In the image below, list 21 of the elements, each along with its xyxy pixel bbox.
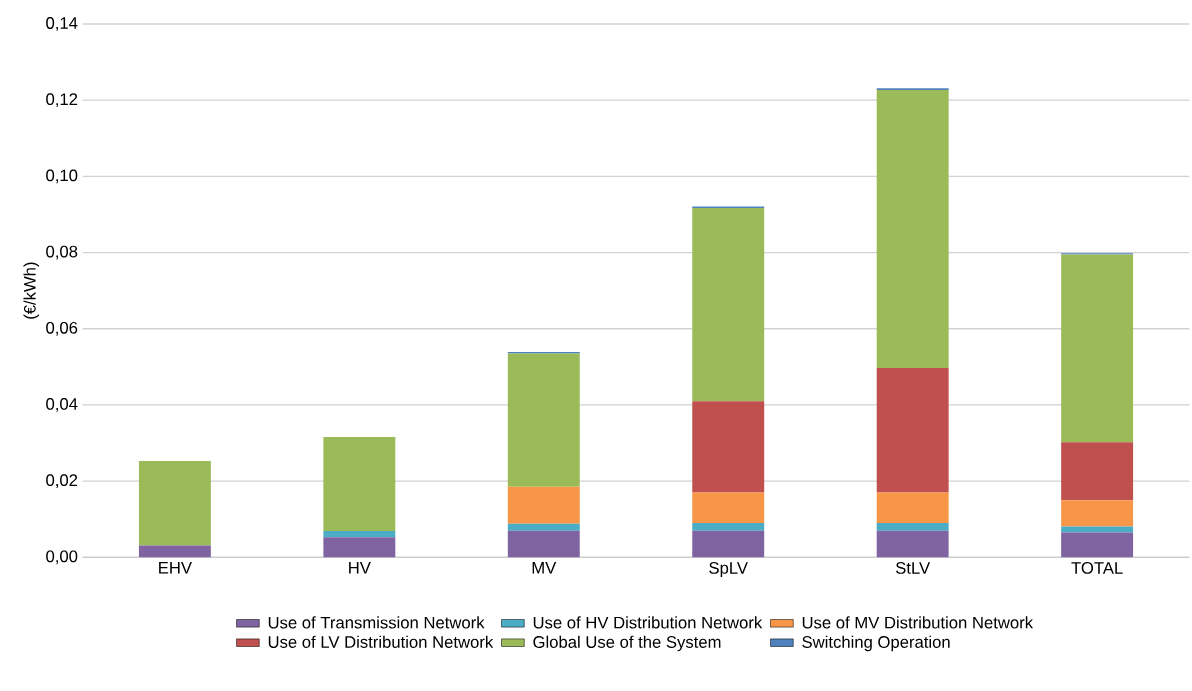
y-axis-title: (€/kWh) [23,262,40,319]
legend-label: Use of Transmission Network [268,616,485,629]
x-tick-label: StLV [895,562,931,575]
y-tick-label: 0,14 [46,17,78,32]
legend-label: Use of MV Distribution Network [802,616,1034,629]
x-tick-label: HV [349,562,371,574]
y-tick-label: 0,02 [46,474,78,489]
legend-label: Use of HV Distribution Network [533,616,763,629]
x-tick-label: TOTAL [1071,562,1123,575]
legend-label: Switching Operation [802,635,950,652]
x-tick-label: EHV [159,562,192,574]
legend-label: Use of LV Distribution Network [268,635,494,649]
x-tick-label: SpLV [709,562,748,578]
y-tick-label: 0,04 [46,398,78,412]
y-tick-label: 0,00 [46,550,78,565]
legend-label: Global Use of the System [533,635,721,652]
y-tick-label: 0,10 [46,169,78,184]
y-tick-label: 0,08 [46,245,78,260]
x-tick-label: MV [532,562,557,574]
y-tick-label: 0,06 [46,322,78,336]
y-tick-label: 0,12 [46,93,78,108]
